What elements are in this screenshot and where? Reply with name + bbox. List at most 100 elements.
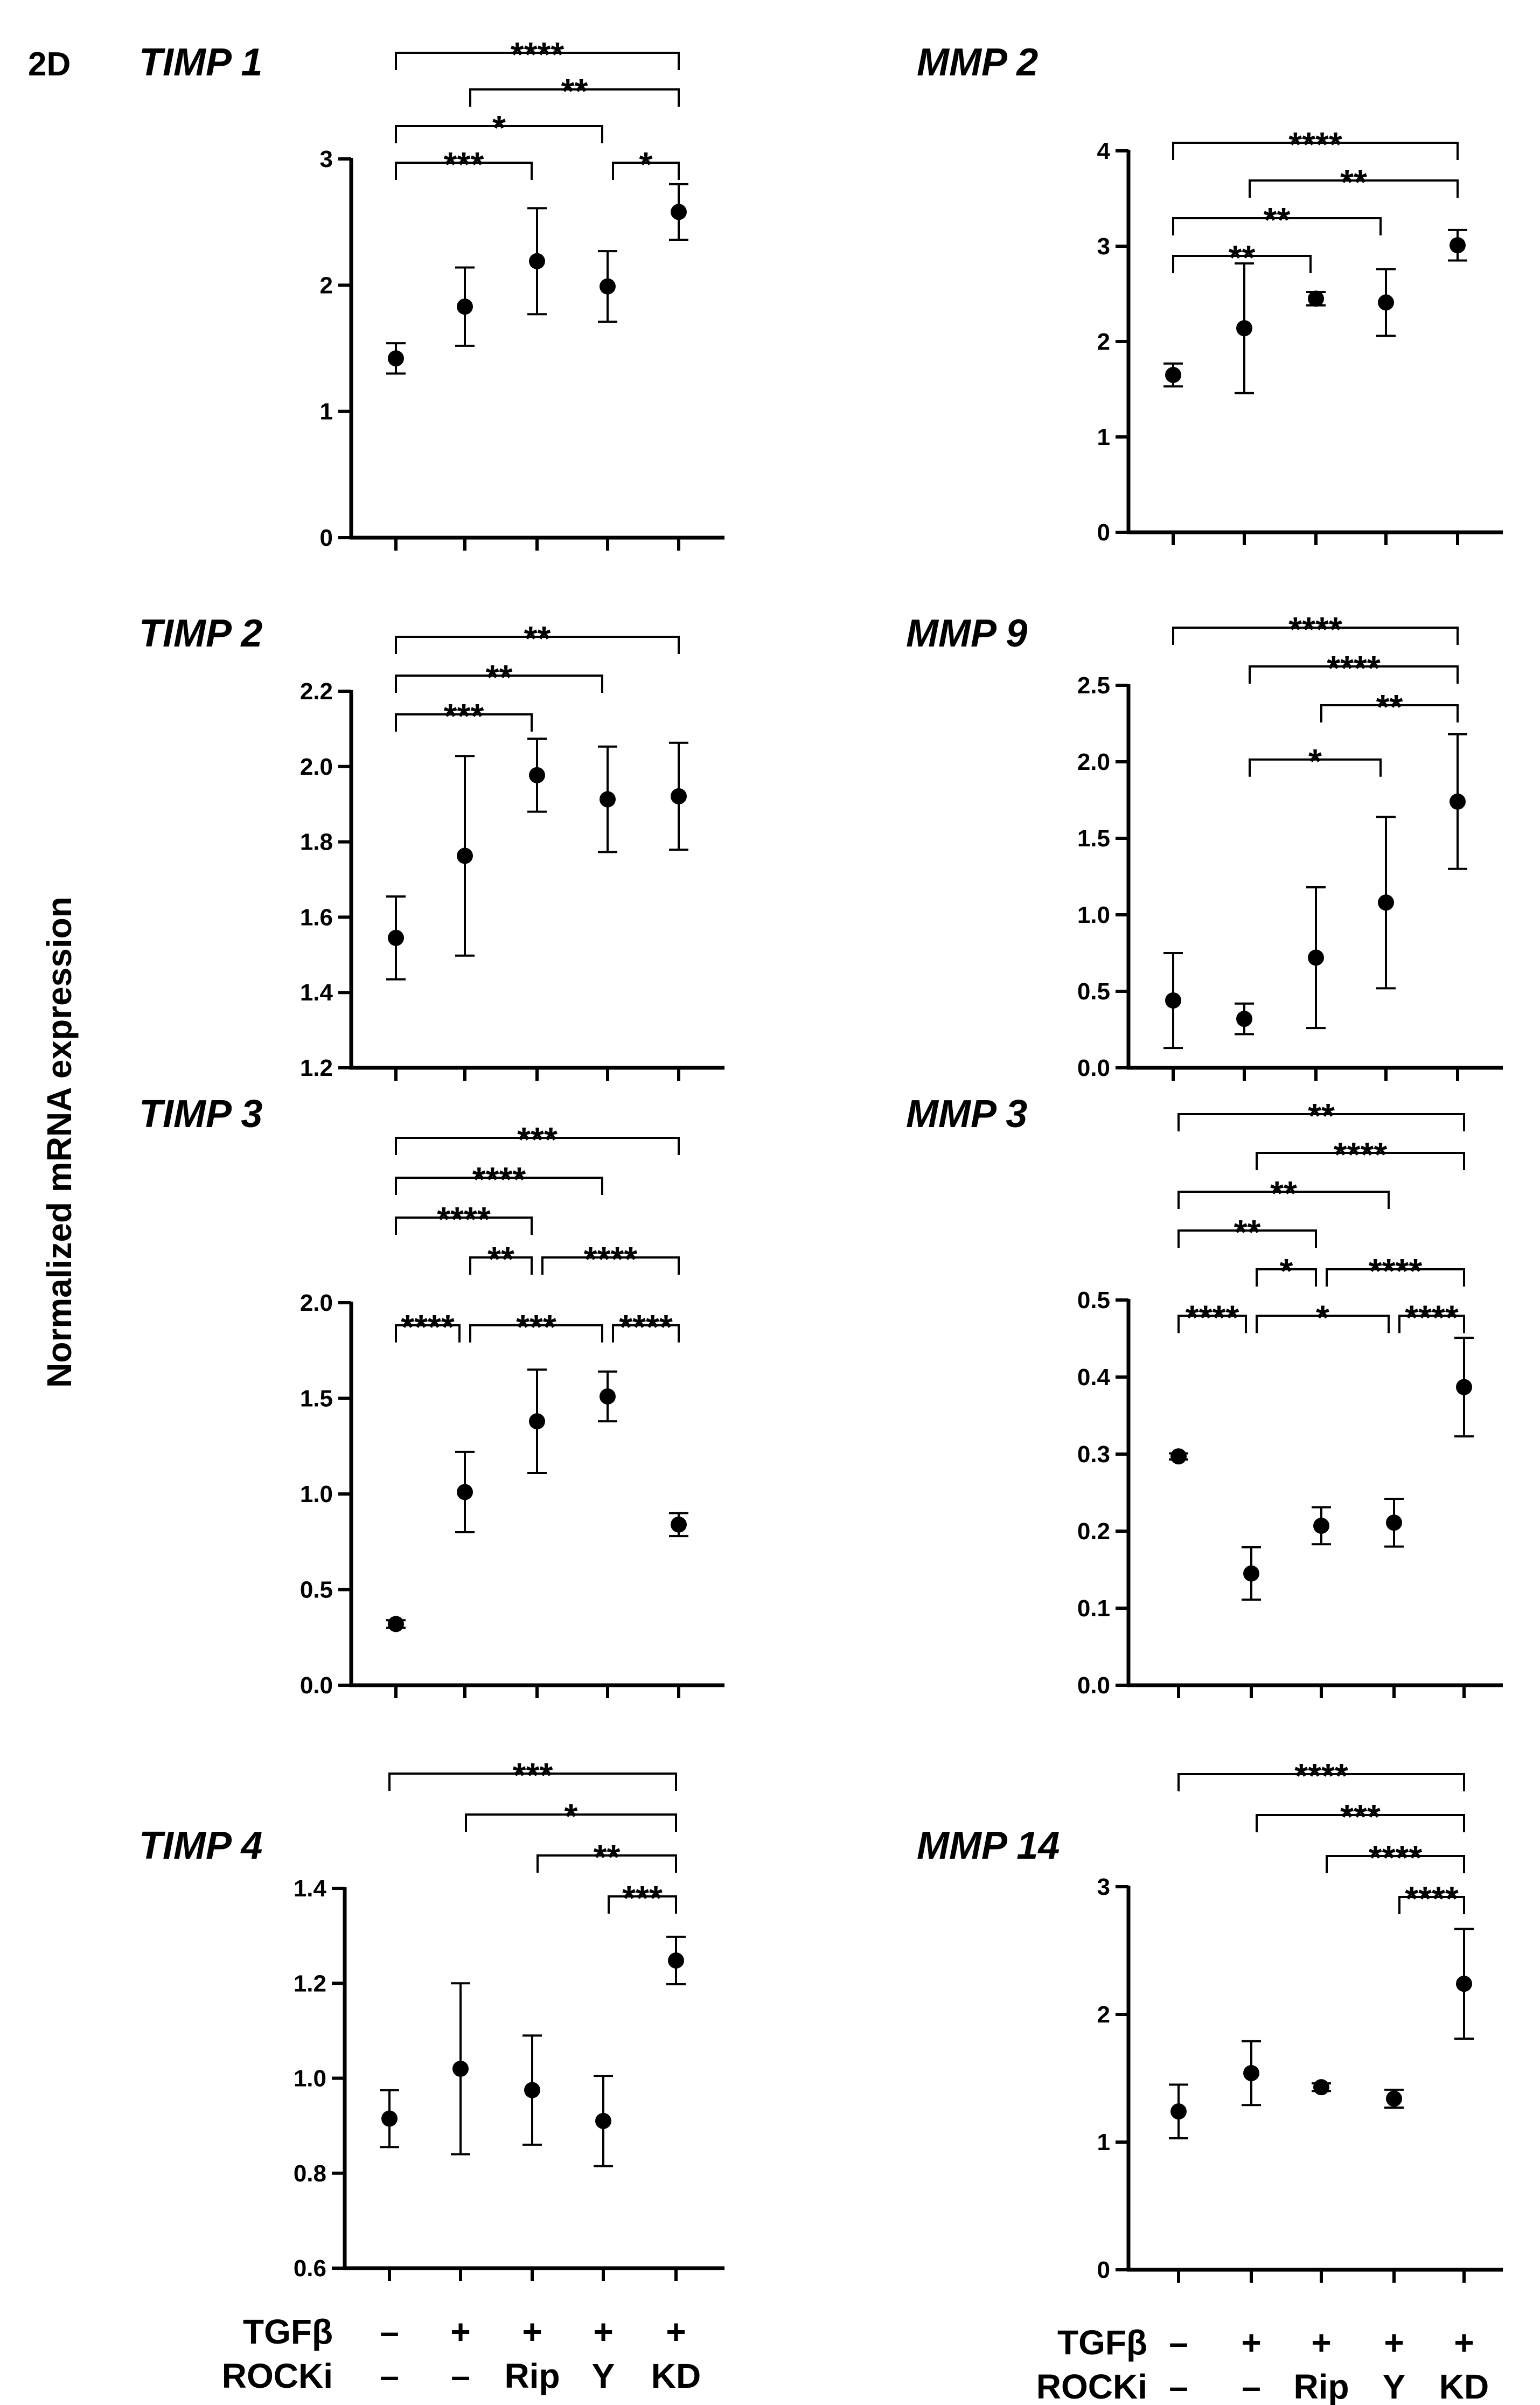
y-tick-label: 0.4 bbox=[1077, 1364, 1111, 1391]
data-point bbox=[1170, 2103, 1187, 2120]
condition-value: + bbox=[1311, 2323, 1331, 2362]
y-tick-label: 0.0 bbox=[300, 1672, 333, 1699]
significance-label: ** bbox=[1308, 1096, 1335, 1135]
significance-bracket: *** bbox=[1256, 1797, 1465, 1836]
bracket-line bbox=[395, 1217, 533, 1235]
significance-bracket: *** bbox=[608, 1879, 677, 1917]
data-point bbox=[1170, 1448, 1187, 1465]
bracket-line bbox=[1172, 217, 1382, 235]
data-point bbox=[1378, 294, 1394, 311]
y-tick-label: 1 bbox=[320, 399, 333, 425]
significance-bracket: *** bbox=[395, 1120, 680, 1159]
y-tick-label: 1.4 bbox=[300, 979, 333, 1006]
condition-value: + bbox=[450, 2312, 470, 2351]
bracket-line bbox=[1177, 1113, 1465, 1131]
chart-title: TIMP 4 bbox=[139, 1824, 262, 1867]
significance-label: **** bbox=[584, 1240, 638, 1278]
significance-bracket: **** bbox=[612, 1308, 680, 1346]
significance-bracket: ** bbox=[536, 1838, 677, 1876]
significance-bracket: **** bbox=[1326, 1838, 1465, 1877]
chart-timp4: TIMP 40.60.81.01.21.4********* bbox=[139, 1756, 724, 2282]
bracket-line bbox=[1326, 1268, 1465, 1287]
significance-label: **** bbox=[1405, 1879, 1459, 1918]
bracket-line bbox=[469, 1256, 533, 1275]
significance-bracket: ** bbox=[395, 658, 603, 697]
significance-label: ** bbox=[1376, 687, 1403, 726]
y-tick-label: 2.5 bbox=[1077, 672, 1110, 699]
significance-bracket: **** bbox=[395, 1200, 533, 1239]
y-tick-label: 0.5 bbox=[1077, 978, 1110, 1005]
chart-title: MMP 3 bbox=[906, 1093, 1027, 1136]
data-point bbox=[1313, 2079, 1329, 2096]
significance-bracket: * bbox=[395, 108, 603, 147]
significance-label: **** bbox=[1369, 1838, 1423, 1877]
data-point bbox=[1165, 992, 1181, 1009]
significance-label: *** bbox=[1340, 1797, 1381, 1836]
chart-title: TIMP 3 bbox=[139, 1093, 262, 1136]
bracket-line bbox=[1177, 1773, 1465, 1791]
y-tick-label: 1.2 bbox=[300, 1055, 333, 1081]
data-point bbox=[529, 767, 545, 783]
y-tick-label: 3 bbox=[1097, 233, 1110, 260]
significance-label: **** bbox=[437, 1200, 491, 1239]
condition-value: + bbox=[666, 2312, 686, 2351]
chart-mmp3: MMP 30.00.10.20.30.40.5*********** ******… bbox=[906, 1093, 1503, 1699]
significance-label: * bbox=[1316, 1298, 1329, 1337]
data-point bbox=[1243, 1565, 1259, 1582]
significance-label: * bbox=[1280, 1252, 1293, 1290]
significance-bracket: ** bbox=[1172, 200, 1382, 239]
significance-label: **** bbox=[1294, 1756, 1348, 1795]
bracket-line bbox=[608, 1895, 677, 1914]
chart-mmp9: MMP 90.00.51.01.52.02.5*********** bbox=[906, 610, 1503, 1081]
significance-bracket: **** bbox=[395, 1308, 461, 1346]
significance-bracket: ** bbox=[469, 1240, 533, 1278]
chart-title: TIMP 2 bbox=[139, 612, 262, 655]
significance-label: *** bbox=[516, 1308, 556, 1346]
y-tick-label: 2 bbox=[320, 272, 333, 298]
condition-value: – bbox=[380, 2357, 399, 2395]
data-point bbox=[1386, 1514, 1402, 1531]
condition-value: Y bbox=[592, 2357, 615, 2395]
data-point bbox=[671, 204, 687, 220]
y-tick-label: 1.0 bbox=[294, 2066, 326, 2092]
data-point bbox=[457, 1484, 473, 1500]
data-point bbox=[1313, 1517, 1329, 1534]
bracket-line bbox=[1398, 1315, 1465, 1333]
condition-value: + bbox=[593, 2312, 613, 2351]
condition-row-name: ROCKi bbox=[222, 2357, 333, 2395]
data-point bbox=[529, 1413, 545, 1430]
bracket-line bbox=[395, 1177, 603, 1195]
y-tick-label: 0.5 bbox=[300, 1577, 333, 1603]
significance-bracket: * bbox=[1256, 1252, 1317, 1290]
data-point bbox=[671, 788, 687, 805]
chart-title: MMP 14 bbox=[917, 1824, 1060, 1867]
significance-bracket: **** bbox=[1398, 1879, 1465, 1918]
bracket-line bbox=[536, 1854, 677, 1873]
condition-value: KD bbox=[651, 2357, 701, 2395]
condition-value: – bbox=[380, 2312, 399, 2351]
bracket-line bbox=[395, 1324, 461, 1343]
significance-label: ** bbox=[487, 1240, 514, 1278]
y-tick-label: 0.5 bbox=[1077, 1287, 1110, 1313]
condition-value: Rip bbox=[504, 2357, 560, 2395]
significance-bracket: **** bbox=[1398, 1298, 1465, 1337]
significance-bracket: **** bbox=[541, 1240, 680, 1278]
condition-table-left: TGFβ – + + + +ROCKi – – Rip Y KD bbox=[222, 2312, 701, 2395]
significance-bracket: *** bbox=[388, 1756, 677, 1795]
y-tick-label: 2 bbox=[1097, 329, 1110, 355]
significance-label: **** bbox=[1288, 610, 1342, 649]
y-tick-label: 2.0 bbox=[1077, 749, 1110, 775]
bracket-line bbox=[1256, 1315, 1390, 1333]
y-tick-label: 0.0 bbox=[1077, 1672, 1110, 1699]
bracket-line bbox=[1256, 1268, 1317, 1287]
data-point bbox=[381, 2110, 398, 2127]
bracket-line bbox=[1172, 142, 1459, 160]
significance-bracket: **** bbox=[395, 35, 680, 74]
significance-bracket: ** bbox=[1320, 687, 1459, 726]
y-tick-label: 1.2 bbox=[294, 1970, 326, 1997]
